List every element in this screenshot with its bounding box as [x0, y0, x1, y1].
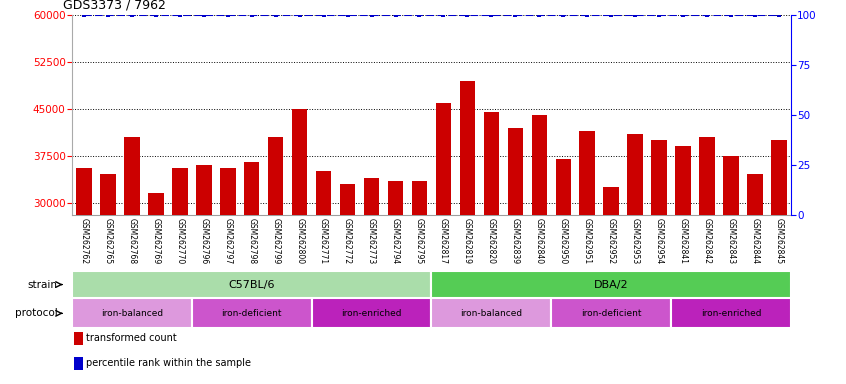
Text: GSM262820: GSM262820: [487, 218, 496, 264]
Text: GSM262952: GSM262952: [607, 218, 616, 264]
Bar: [192, 298, 311, 328]
Text: GSM262773: GSM262773: [367, 218, 376, 264]
Bar: [531, 115, 547, 384]
Bar: [772, 140, 787, 384]
Bar: [651, 140, 667, 384]
Bar: [552, 298, 671, 328]
Text: GSM262769: GSM262769: [151, 218, 160, 264]
Text: GSM262953: GSM262953: [631, 218, 640, 264]
Text: GSM262797: GSM262797: [223, 218, 232, 264]
Text: GSM262796: GSM262796: [200, 218, 208, 264]
Text: strain: strain: [28, 280, 58, 290]
Bar: [484, 112, 499, 384]
Text: GSM262843: GSM262843: [727, 218, 735, 264]
Text: GSM262772: GSM262772: [343, 218, 352, 264]
Text: GSM262800: GSM262800: [295, 218, 304, 264]
Bar: [268, 137, 283, 384]
Bar: [292, 109, 307, 384]
Text: GSM262762: GSM262762: [80, 218, 88, 264]
Text: GSM262794: GSM262794: [391, 218, 400, 264]
Bar: [340, 184, 355, 384]
Bar: [196, 165, 212, 384]
Text: GDS3373 / 7962: GDS3373 / 7962: [63, 0, 167, 12]
Text: transformed count: transformed count: [85, 333, 176, 343]
Text: GSM262841: GSM262841: [678, 218, 688, 264]
Text: GSM262817: GSM262817: [439, 218, 448, 264]
Text: iron-balanced: iron-balanced: [101, 309, 163, 318]
Bar: [311, 298, 431, 328]
Bar: [628, 134, 643, 384]
Bar: [124, 137, 140, 384]
Text: iron-deficient: iron-deficient: [222, 309, 282, 318]
Bar: [603, 187, 619, 384]
Bar: [74, 357, 83, 370]
Bar: [172, 168, 188, 384]
Bar: [675, 146, 691, 384]
Text: GSM262771: GSM262771: [319, 218, 328, 264]
Bar: [556, 159, 571, 384]
Bar: [244, 162, 260, 384]
Bar: [431, 271, 791, 298]
Bar: [387, 181, 404, 384]
Bar: [459, 81, 475, 384]
Bar: [412, 181, 427, 384]
Bar: [508, 127, 523, 384]
Text: GSM262844: GSM262844: [750, 218, 760, 264]
Bar: [700, 137, 715, 384]
Bar: [436, 103, 451, 384]
Text: iron-balanced: iron-balanced: [460, 309, 523, 318]
Text: DBA/2: DBA/2: [594, 280, 629, 290]
Bar: [580, 131, 595, 384]
Text: GSM262765: GSM262765: [103, 218, 113, 264]
Bar: [316, 171, 332, 384]
Bar: [100, 174, 116, 384]
Text: GSM262768: GSM262768: [128, 218, 136, 264]
Text: GSM262950: GSM262950: [559, 218, 568, 264]
Text: GSM262770: GSM262770: [175, 218, 184, 264]
Bar: [76, 168, 91, 384]
Bar: [671, 298, 791, 328]
Text: percentile rank within the sample: percentile rank within the sample: [85, 358, 250, 368]
Text: iron-enriched: iron-enriched: [700, 309, 761, 318]
Bar: [72, 271, 431, 298]
Bar: [72, 298, 192, 328]
Text: GSM262798: GSM262798: [247, 218, 256, 264]
Text: GSM262840: GSM262840: [535, 218, 544, 264]
Bar: [74, 332, 83, 345]
Bar: [148, 193, 163, 384]
Text: GSM262845: GSM262845: [775, 218, 783, 264]
Text: GSM262799: GSM262799: [272, 218, 280, 264]
Text: GSM262954: GSM262954: [655, 218, 663, 264]
Bar: [723, 156, 739, 384]
Bar: [364, 177, 379, 384]
Text: GSM262795: GSM262795: [415, 218, 424, 264]
Text: GSM262819: GSM262819: [463, 218, 472, 264]
Text: iron-deficient: iron-deficient: [581, 309, 641, 318]
Text: GSM262842: GSM262842: [703, 218, 711, 264]
Text: C57BL/6: C57BL/6: [228, 280, 275, 290]
Text: iron-enriched: iron-enriched: [341, 309, 402, 318]
Bar: [220, 168, 235, 384]
Bar: [747, 174, 763, 384]
Text: GSM262951: GSM262951: [583, 218, 591, 264]
Text: GSM262839: GSM262839: [511, 218, 519, 264]
Bar: [431, 298, 552, 328]
Text: protocol: protocol: [14, 308, 58, 318]
